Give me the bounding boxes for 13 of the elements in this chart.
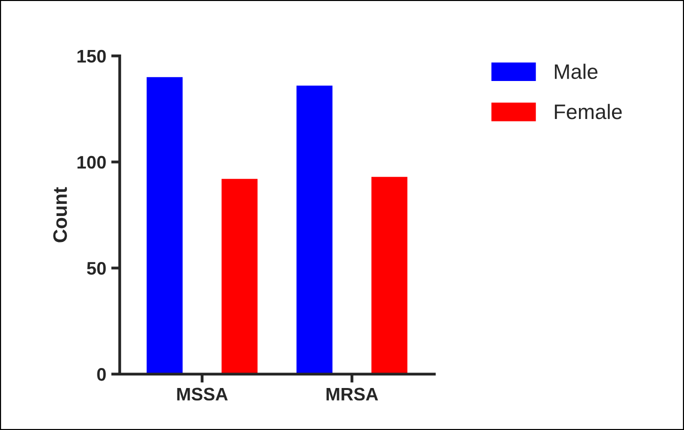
y-axis-title: Count (53, 187, 67, 242)
bar (296, 86, 332, 374)
bar (222, 178, 258, 374)
bar (146, 77, 183, 374)
y-tick-label: 0 (97, 368, 106, 381)
bar (371, 176, 408, 374)
y-tick-label: 100 (78, 156, 106, 169)
x-tick-label: MSSA (177, 388, 228, 401)
legend-label: Female (554, 104, 622, 120)
y-tick-label: 150 (78, 50, 106, 63)
x-tick-label: MRSA (326, 388, 378, 401)
y-tick-label: 50 (86, 262, 106, 275)
legend-label: Male (554, 64, 598, 80)
